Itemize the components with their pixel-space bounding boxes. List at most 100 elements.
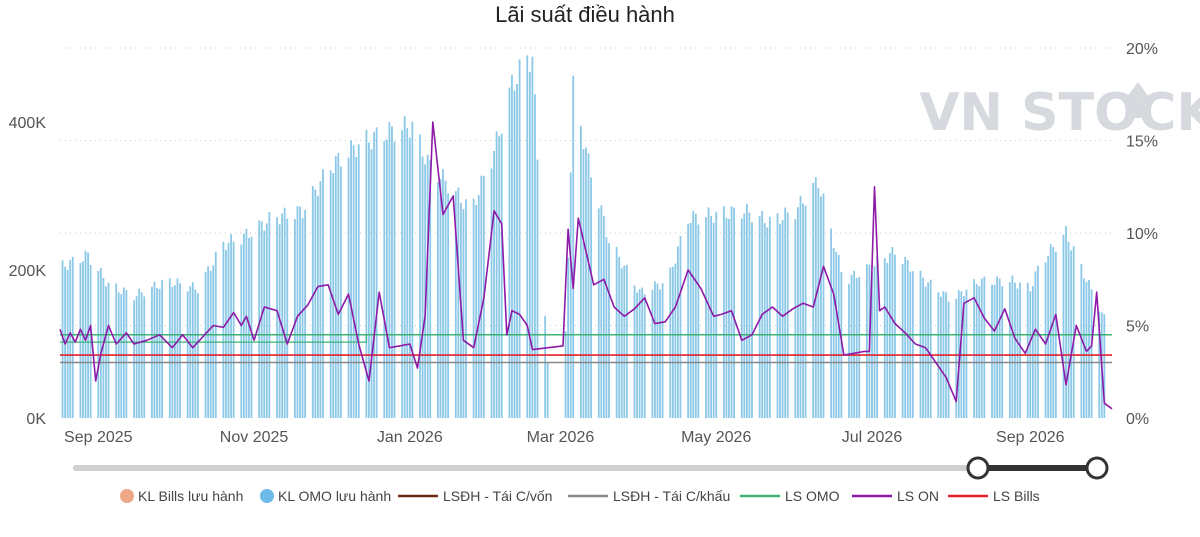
vnstock-watermark-logo: VN STOCK xyxy=(919,82,1200,143)
omo-volume-bar xyxy=(294,219,296,418)
omo-volume-bar xyxy=(350,140,352,418)
omo-volume-bar xyxy=(511,74,513,418)
omo-volume-bar xyxy=(495,131,498,418)
legend-label: LSĐH - Tái C/vốn xyxy=(443,488,552,504)
omo-volume-bar xyxy=(743,213,746,418)
omo-volume-bar xyxy=(375,127,378,419)
omo-volume-bar xyxy=(1090,289,1093,418)
omo-volume-bar xyxy=(1011,275,1014,418)
omo-volume-bar xyxy=(161,279,164,418)
y-right-tick-label: 15% xyxy=(1126,134,1158,151)
omo-volume-bar xyxy=(283,207,286,418)
omo-volume-bar xyxy=(781,220,784,418)
omo-volume-bar xyxy=(493,151,495,418)
y-right-tick-label: 20% xyxy=(1126,41,1158,58)
omo-volume-bar xyxy=(891,247,894,418)
omo-volume-bar xyxy=(1001,286,1004,418)
omo-volume-bar xyxy=(873,266,876,418)
omo-volume-bar xyxy=(858,277,861,418)
omo-volume-bar xyxy=(156,288,158,418)
omo-volume-bar xyxy=(679,236,682,418)
omo-volume-bar xyxy=(1008,282,1011,418)
omo-volume-bar xyxy=(694,213,697,418)
omo-volume-bar xyxy=(766,227,769,418)
omo-volume-bar xyxy=(957,290,960,418)
omo-volume-bar xyxy=(462,209,465,418)
omo-volume-bar xyxy=(901,263,904,418)
omo-volume-bar xyxy=(1026,282,1029,418)
slider-handle-left[interactable] xyxy=(966,456,990,480)
omo-volume-bar xyxy=(472,198,475,418)
omo-volume-bar xyxy=(230,234,232,418)
omo-volume-bar xyxy=(332,173,335,418)
omo-volume-bar xyxy=(174,285,176,418)
omo-volume-bar xyxy=(513,90,516,419)
omo-volume-bar xyxy=(641,287,644,418)
legend-marker-dot xyxy=(260,489,274,503)
omo-volume-bar xyxy=(82,261,84,418)
omo-volume-bar xyxy=(475,204,478,418)
omo-volume-bar xyxy=(388,121,391,419)
omo-volume-bar xyxy=(189,286,192,418)
omo-volume-bar xyxy=(151,286,153,418)
omo-volume-bar xyxy=(268,211,271,418)
omo-volume-bar xyxy=(643,294,646,418)
omo-volume-bar xyxy=(337,153,340,418)
x-tick-label: Mar 2026 xyxy=(527,429,595,446)
omo-volume-bar xyxy=(138,288,141,418)
omo-volume-bar xyxy=(654,281,656,418)
omo-volume-bar xyxy=(929,279,932,418)
omo-volume-bar xyxy=(919,270,922,418)
omo-volume-bar xyxy=(924,286,927,418)
omo-volume-bar xyxy=(996,276,998,418)
omo-volume-bar xyxy=(728,218,730,418)
omo-volume-bar xyxy=(687,223,690,418)
omo-volume-bar xyxy=(498,136,501,419)
omo-volume-bar xyxy=(740,218,743,418)
omo-volume-bar xyxy=(311,186,314,418)
range-slider[interactable] xyxy=(73,456,1109,480)
x-axis: Sep 2025 Nov 2025 Jan 2026 Mar 2026 May 2026… xyxy=(64,429,1065,446)
omo-volume-bar xyxy=(373,132,375,419)
omo-volume-bar xyxy=(480,175,483,418)
omo-volume-bar xyxy=(79,262,82,418)
omo-volume-bar xyxy=(978,286,981,418)
omo-volume-bar xyxy=(763,223,766,418)
omo-volume-bar xyxy=(304,209,307,418)
omo-volume-bar xyxy=(393,141,396,418)
omo-volume-bar xyxy=(605,237,608,418)
omo-volume-bar xyxy=(477,195,480,418)
omo-volume-bar xyxy=(439,178,442,418)
omo-volume-bar xyxy=(623,265,626,418)
omo-volume-bar xyxy=(980,278,983,418)
omo-volume-bar xyxy=(768,216,771,418)
omo-volume-bar xyxy=(102,278,105,418)
omo-volume-bar xyxy=(546,362,549,418)
omo-volume-bar xyxy=(661,283,664,418)
slider-handle-right[interactable] xyxy=(1085,456,1109,480)
omo-volume-bar xyxy=(66,269,69,418)
omo-volume-bar xyxy=(876,256,878,418)
slider-selected-range[interactable] xyxy=(978,465,1098,471)
omo-volume-bar xyxy=(590,177,593,418)
omo-volume-bar xyxy=(922,277,924,418)
omo-volume-bar xyxy=(758,215,761,418)
rate-reference-lines xyxy=(60,333,1112,364)
omo-volume-bar xyxy=(822,193,825,418)
omo-volume-bar xyxy=(840,271,843,418)
omo-volume-bar xyxy=(909,271,912,418)
omo-volume-bar xyxy=(368,142,370,418)
omo-volume-bar xyxy=(421,156,424,418)
slider-track[interactable] xyxy=(73,465,1099,471)
omo-volume-bar xyxy=(906,260,909,418)
legend-label: KL OMO lưu hành xyxy=(278,488,391,504)
y-axis-left: 0K 200K 400K xyxy=(9,115,47,428)
omo-volume-bar xyxy=(1034,271,1037,418)
omo-volume-bar xyxy=(1037,265,1039,418)
omo-volume-bar xyxy=(820,196,822,418)
omo-volume-bar xyxy=(526,55,529,418)
omo-volume-bar xyxy=(115,283,118,418)
omo-volume-bar xyxy=(406,128,409,418)
legend-label: KL Bills lưu hành xyxy=(138,488,243,504)
